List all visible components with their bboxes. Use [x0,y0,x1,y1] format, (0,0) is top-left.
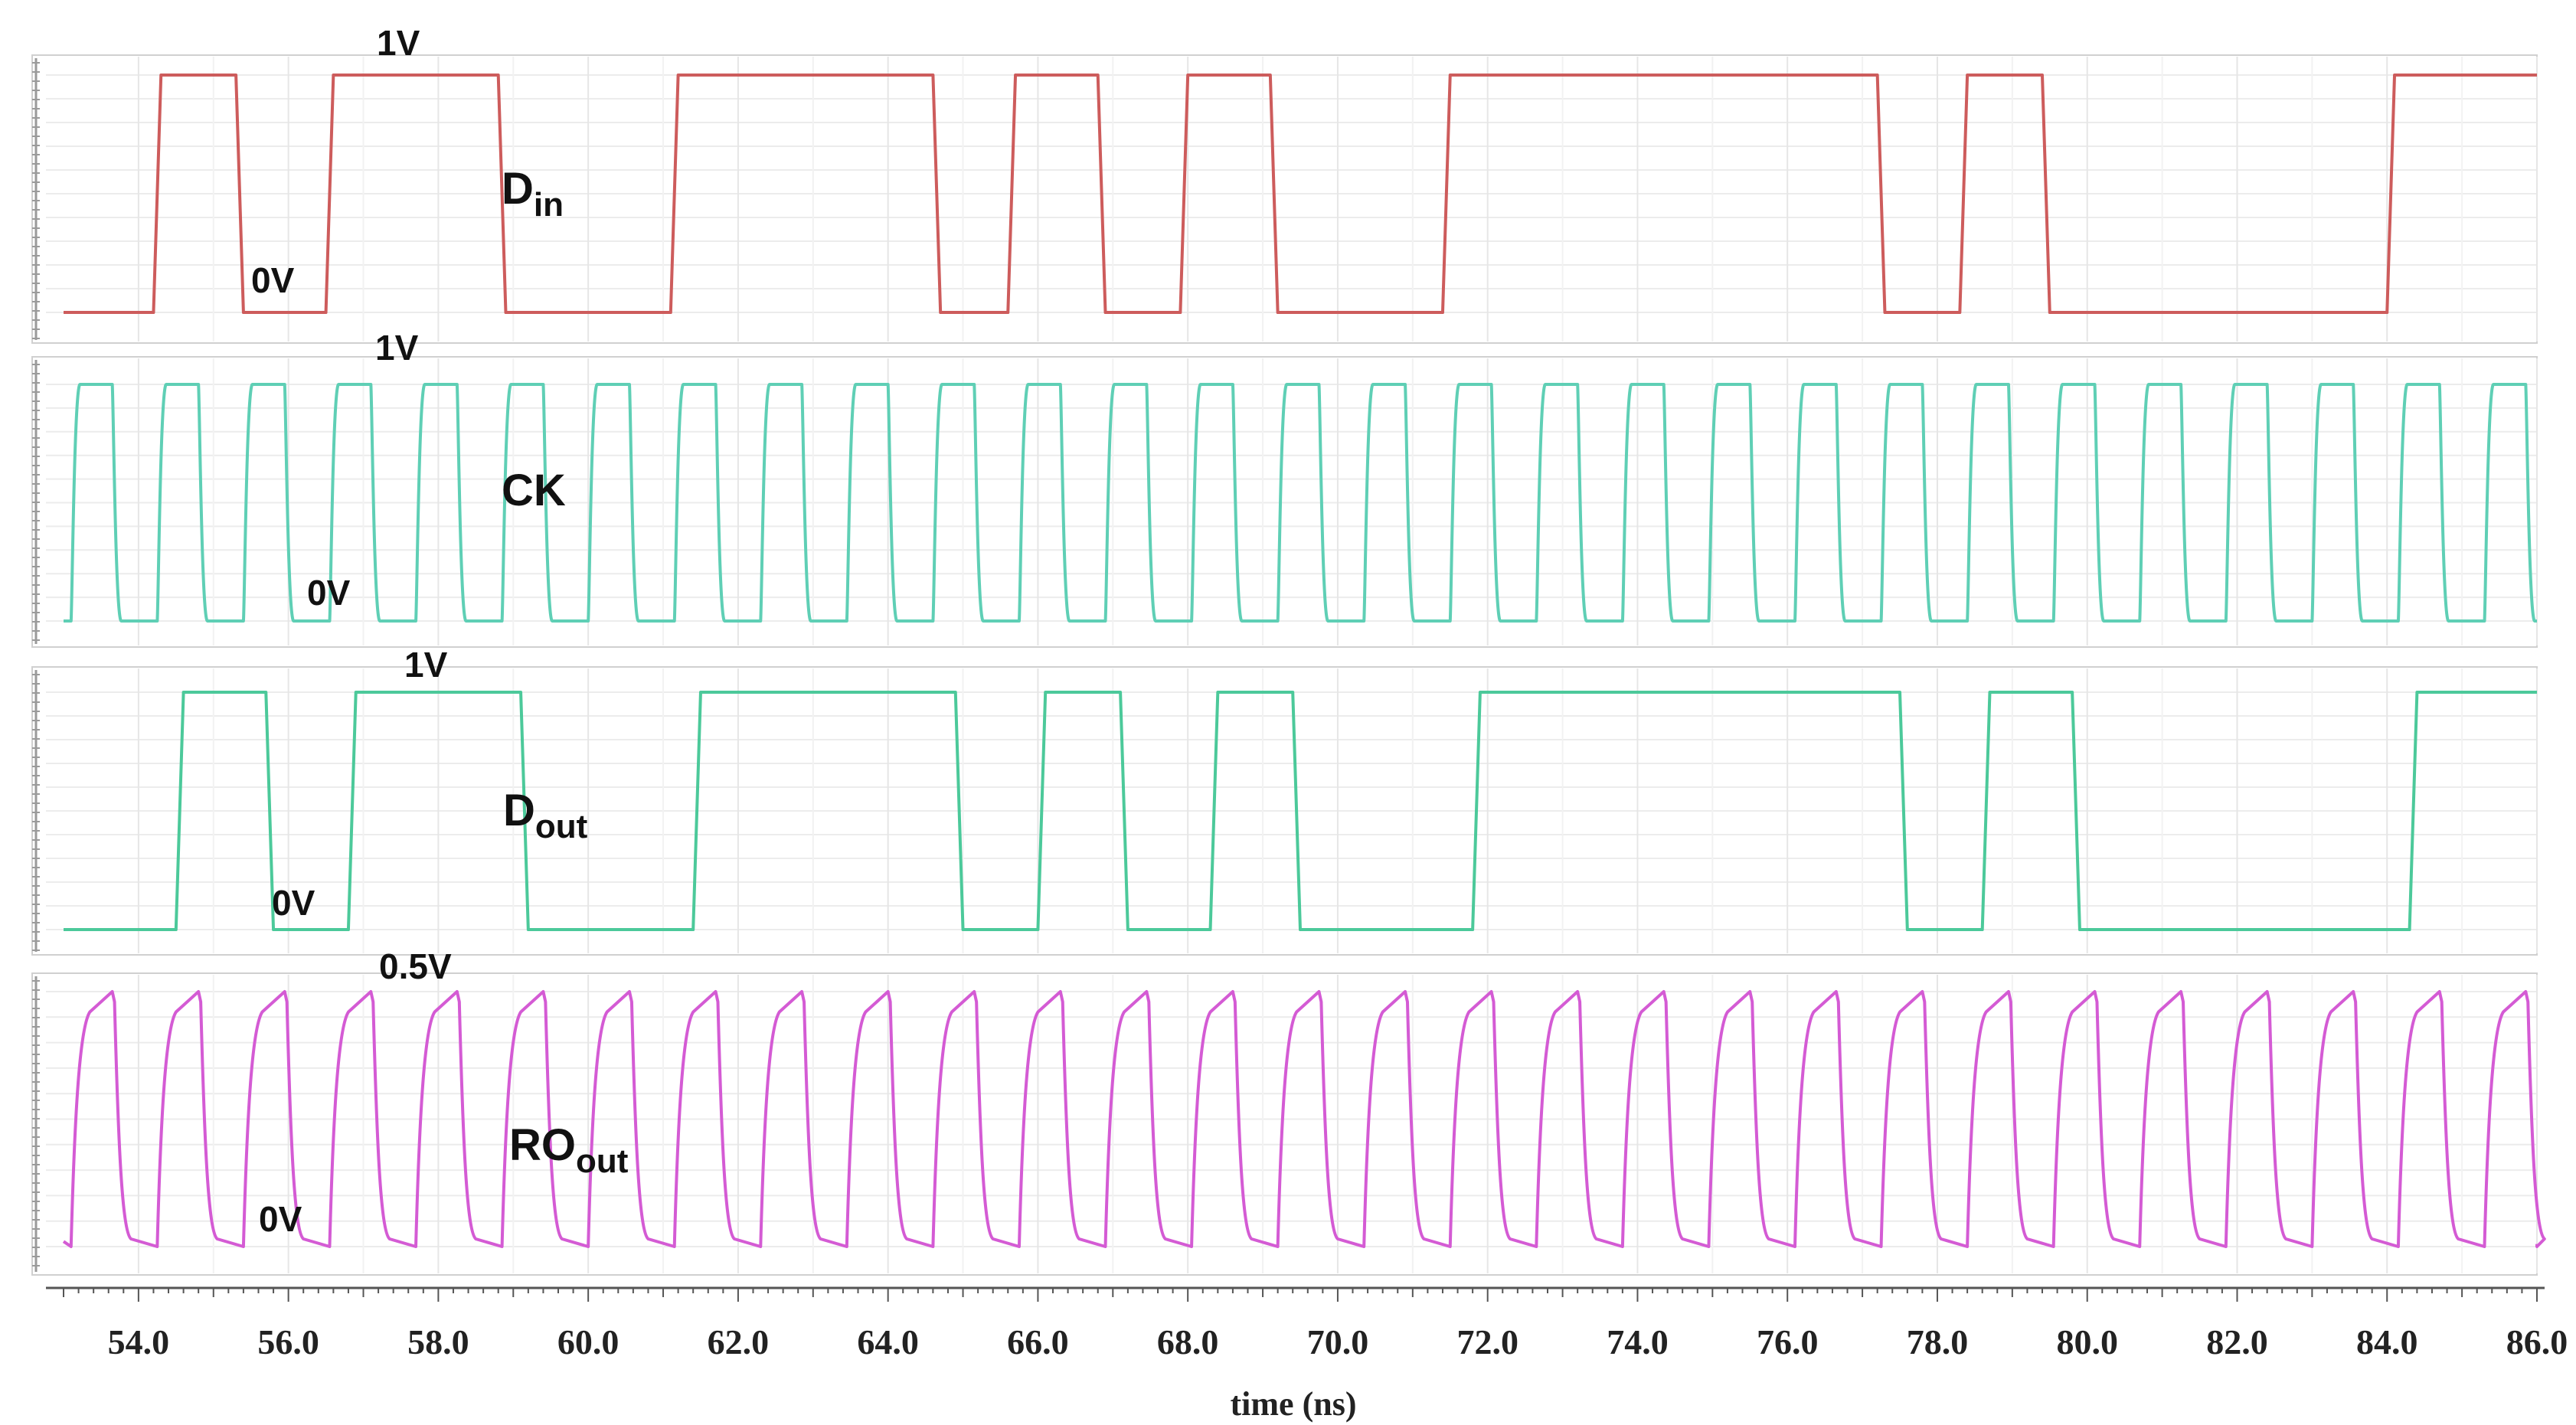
waveform-series [64,691,2537,931]
x-tick-label: 82.0 [2206,1322,2268,1361]
panel-dout: Dout 1V 0V [31,645,2538,956]
low-level-label: 0V [259,1199,302,1239]
panel-din: Din 1V 0V [31,23,2538,344]
series-name-main: CK [502,466,566,515]
x-tick-label: 76.0 [1757,1322,1819,1361]
high-level-label: 1V [404,645,448,685]
waveform-series [62,990,2546,1248]
low-level-label: 0V [272,883,315,923]
x-tick-label: 70.0 [1307,1322,1369,1361]
x-tick-label: 86.0 [2506,1322,2568,1361]
series-name-main: D [502,164,534,214]
panel-roout: ROout 0.5V 0V [31,946,2546,1276]
waveform-series [64,383,2537,623]
series-name-label: CK [502,466,566,515]
x-tick-label: 62.0 [708,1322,770,1361]
x-tick-label: 56.0 [257,1322,319,1361]
x-tick-label: 80.0 [2056,1322,2118,1361]
high-level-label: 1V [377,23,420,63]
x-tick-label: 72.0 [1456,1322,1518,1361]
x-axis: 54.0 56.0 58.0 60.0 62.0 64.0 66.0 68.0 70.0 72.0… [46,1286,2568,1361]
series-name-sub: out [576,1142,629,1180]
x-tick-label: 64.0 [857,1322,919,1361]
panel-ck: CK 1V 0V [31,328,2538,648]
low-level-label: 0V [251,260,295,300]
series-name-label: ROout [509,1120,629,1180]
x-tick-label: 74.0 [1607,1322,1669,1361]
waveform-series [64,74,2537,314]
x-tick-label: 68.0 [1157,1322,1219,1361]
x-axis-title: time (ns) [1231,1385,1357,1423]
high-level-label: 0.5V [379,946,452,986]
series-name-main: D [503,786,535,835]
x-tick-label: 60.0 [557,1322,619,1361]
x-tick-label: 58.0 [407,1322,469,1361]
series-name-sub: out [535,808,588,845]
x-tick-label: 66.0 [1007,1322,1069,1361]
high-level-label: 1V [375,328,419,368]
series-name-label: Din [502,164,564,224]
series-name-sub: in [534,186,564,224]
panel-frame [31,54,2538,344]
series-name-label: Dout [503,786,588,845]
series-name-main: RO [509,1120,576,1170]
low-level-label: 0V [307,573,351,613]
panel-frame [31,972,2538,1276]
x-tick-label: 84.0 [2356,1322,2418,1361]
x-tick-label: 54.0 [108,1322,170,1361]
x-tick-label: 78.0 [1907,1322,1969,1361]
